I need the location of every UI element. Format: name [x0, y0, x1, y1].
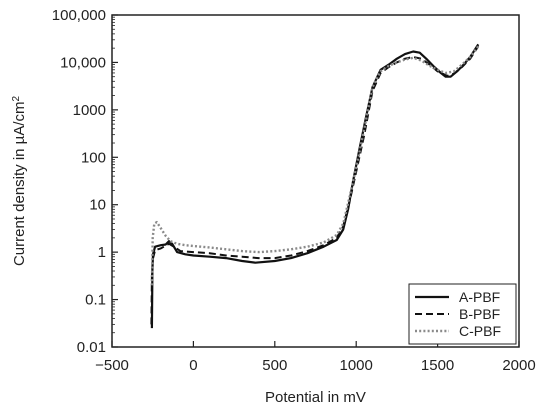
series-line-c-pbf: [150, 45, 480, 286]
x-tick-labels: −500 0 500 1000 1500 2000: [95, 357, 536, 374]
y-tick-label: 100: [81, 149, 106, 166]
series-line-a-pbf: [150, 43, 480, 329]
plot-frame: [111, 14, 520, 348]
x-tick-label: 2000: [502, 357, 535, 374]
y-tick-label: 0.01: [77, 339, 106, 356]
x-tick-label: 0: [189, 357, 197, 374]
y-axis-title-superscript: 2: [11, 96, 22, 102]
y-tick-label: 10,000: [60, 54, 106, 71]
legend-label-c-pbf: C-PBF: [459, 323, 501, 339]
x-tick-label: −500: [95, 357, 129, 374]
y-tick-label: 0.1: [85, 292, 106, 309]
x-tick-label: 1000: [340, 357, 373, 374]
y-axis-title-text: Current density in µA/cm: [11, 102, 28, 267]
legend-label-a-pbf: A-PBF: [459, 289, 500, 305]
x-tick-label: 1500: [421, 357, 454, 374]
y-tick-label: 100,000: [52, 7, 106, 24]
y-tick-labels: 0.01 0.1 1 10 100 1000 10,000 100,000: [52, 7, 106, 356]
series-layer: [150, 43, 480, 329]
x-tick-label: 500: [262, 357, 287, 374]
y-axis-title: Current density in µA/cm2: [11, 96, 29, 267]
y-tick-label: 1: [98, 244, 106, 261]
y-tick-label: 10: [89, 197, 106, 214]
x-axis-title: Potential in mV: [265, 389, 366, 406]
legend-label-b-pbf: B-PBF: [459, 306, 500, 322]
y-tick-label: 1000: [73, 102, 106, 119]
series-line-b-pbf: [150, 45, 480, 325]
